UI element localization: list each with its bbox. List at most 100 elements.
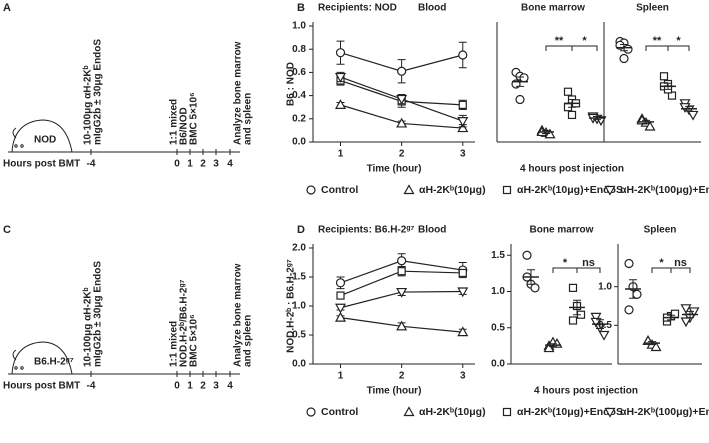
y-tick-label: 0.5 xyxy=(292,330,306,341)
marker xyxy=(457,287,469,298)
marker xyxy=(530,283,540,293)
marker xyxy=(397,66,407,76)
marker xyxy=(687,110,699,121)
legend-label: Control xyxy=(321,184,358,196)
x-tick-label: 3 xyxy=(460,371,466,382)
marker xyxy=(590,312,602,323)
chart-title: Spleen xyxy=(636,3,669,14)
y-tick-label: 0.6 xyxy=(292,67,306,78)
marker xyxy=(679,103,691,113)
significance-label: * xyxy=(563,257,568,269)
transplant-text: NOD.H-2ᵇ/B6.H-2ᵍ⁷ xyxy=(179,279,190,367)
marker xyxy=(334,99,347,109)
analysis-text: Analyze bone marrow xyxy=(233,263,244,367)
y-tick-label: 0.0 xyxy=(292,137,306,148)
y-tick-label: 1.5 xyxy=(491,250,505,261)
marker xyxy=(568,316,578,325)
marker xyxy=(567,110,577,120)
marker xyxy=(336,291,345,300)
treatment-text: 10-100μg αH-2Kᵇ xyxy=(83,287,94,367)
timeline-tick-label: 2 xyxy=(200,381,206,392)
marker xyxy=(403,406,415,417)
chart-header: Recipients: B6.H-2ᵍ⁷ xyxy=(318,225,414,236)
chart-header: Recipients: NOD xyxy=(318,3,397,14)
panel-label: D xyxy=(297,224,305,236)
x-tick-label: 2 xyxy=(399,371,405,382)
marker xyxy=(624,258,634,269)
error-bar xyxy=(667,314,675,321)
significance-bracket xyxy=(552,267,601,273)
marker xyxy=(624,305,634,315)
y-tick-label: 0.0 xyxy=(292,359,306,370)
timeline-tick-label: 4 xyxy=(227,159,233,170)
legend-label: αH-2Kᵇ(10μg)+EndoS xyxy=(517,184,623,196)
chart-title: Bone marrow xyxy=(521,3,585,14)
marker xyxy=(334,311,347,322)
y-tick-label: 0.0 xyxy=(491,359,505,370)
panel-label: C xyxy=(3,224,11,236)
error-bar xyxy=(686,310,694,319)
y-tick-label: 1.0 xyxy=(292,301,306,312)
significance-label: ** xyxy=(555,35,564,47)
timeline-tick-label: 0 xyxy=(174,159,180,170)
y-tick-label: 1.0 xyxy=(598,281,612,292)
timeline-tick-label: 1 xyxy=(187,159,193,170)
significance-label: ns xyxy=(582,257,595,269)
y-tick-label: 0.4 xyxy=(292,90,306,101)
significance-label: * xyxy=(676,35,681,47)
mouse-a xyxy=(11,119,73,153)
error-bar xyxy=(542,129,550,134)
marker xyxy=(397,267,406,276)
marker xyxy=(598,330,610,341)
marker xyxy=(334,72,347,83)
y-tick-label: 0.5 xyxy=(598,320,612,331)
legend-label: αH-2Kᵇ(100μg)+EndoS xyxy=(620,406,709,418)
x-tick-label: 1 xyxy=(338,371,344,382)
marker xyxy=(335,278,346,288)
marker xyxy=(650,341,662,352)
marker xyxy=(457,122,469,133)
marker xyxy=(458,100,467,109)
error-bar xyxy=(642,119,650,124)
marker xyxy=(680,317,692,328)
marker xyxy=(590,317,602,328)
error-bar xyxy=(648,341,656,346)
marker xyxy=(623,44,633,54)
marker xyxy=(397,256,407,266)
chart-title: Blood xyxy=(418,3,446,14)
marker xyxy=(396,94,408,105)
treatment-text: 10-100μg αH-2Kᵇ xyxy=(83,65,94,145)
legend-label: αH-2Kᵇ(10μg)+EndoS xyxy=(517,406,623,418)
y-tick-label: 0.8 xyxy=(292,44,306,55)
timeline-tick-label: -4 xyxy=(87,159,96,170)
x-axis-title: 4 hours post injection xyxy=(520,164,624,175)
chart-title: Spleen xyxy=(644,225,677,236)
transplant-text: BMC 5×10⁶ xyxy=(189,92,200,145)
x-tick-label: 2 xyxy=(399,149,405,160)
marker xyxy=(502,185,512,195)
x-axis-title: 4 hours post injection xyxy=(534,386,638,397)
significance-bracket xyxy=(645,45,690,51)
panel-label: B xyxy=(297,2,305,14)
marker xyxy=(457,326,469,337)
panel-label: A xyxy=(3,2,11,14)
y-tick-label: 2.0 xyxy=(292,243,306,254)
legend-label: αH-2Kᵇ(100μg)+EndoS xyxy=(620,184,709,196)
timeline-axis-label: Hours post BMT xyxy=(3,159,80,170)
marker xyxy=(457,117,469,127)
timeline-tick-label: 4 xyxy=(227,381,233,392)
y-tick-label: 0.5 xyxy=(491,322,505,333)
marker xyxy=(563,87,573,96)
y-tick-label: 1.5 xyxy=(292,272,306,283)
marker xyxy=(543,342,555,353)
marker xyxy=(680,304,692,315)
error-bar xyxy=(573,299,581,316)
mouse-c xyxy=(11,341,73,375)
significance-label: * xyxy=(582,35,587,47)
marker xyxy=(659,72,669,81)
error-bar xyxy=(593,115,601,121)
y-axis-title: B6 : NOD xyxy=(286,62,297,106)
marker xyxy=(502,407,512,417)
